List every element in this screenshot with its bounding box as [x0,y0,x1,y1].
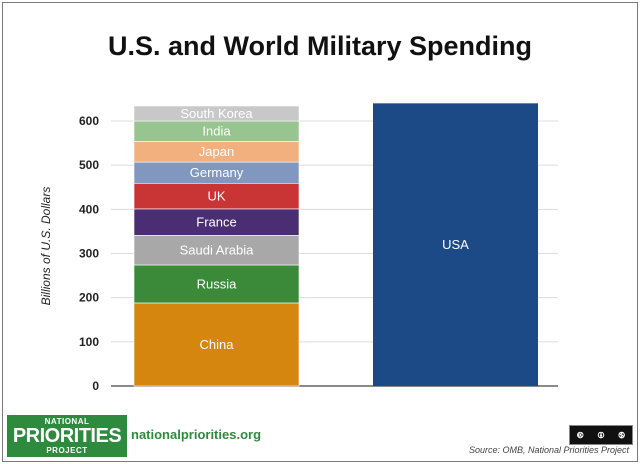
stack-segment [133,182,300,210]
by-icon: 🅯 [598,430,604,441]
y-axis-label: Billions of U.S. Dollars [39,187,53,306]
segment-label: South Korea [180,106,253,121]
segment-label: UK [207,189,225,204]
y-tick-label: 400 [79,202,99,216]
logo-line-priorities: PRIORITIES [12,425,122,447]
chart-title: U.S. and World Military Spending [107,31,533,61]
y-tick-label: 0 [92,379,99,393]
y-tick-label: 500 [79,158,99,172]
stack-segment [133,264,300,304]
stack-segment [133,105,300,122]
y-tick-label: 100 [79,335,99,349]
segment-label: Germany [190,165,244,180]
national-priorities-logo[interactable]: NATIONAL PRIORITIES PROJECT [7,415,127,457]
y-tick-label: 200 [79,291,99,305]
cc-icon: 🅭 [577,430,584,441]
usa-bar [373,103,538,386]
y-tick-label: 300 [79,247,99,261]
site-link[interactable]: nationalpriorities.org [131,427,262,442]
segment-label: France [196,215,236,230]
segment-label: India [202,124,231,139]
stack-segment [133,208,300,236]
stack-segment [133,235,300,266]
nc-icon: 🄏 [618,430,625,441]
segment-label: Japan [199,144,234,159]
y-tick-label: 600 [79,114,99,128]
usa-bar-label: USA [442,237,469,252]
chart-plot: 0 100 200 300 400 500 600 Billions of U.S. Doll… [39,103,558,393]
segment-label: Russia [197,276,238,291]
segment-label: Saudi Arabia [180,243,254,258]
logo-line-project: PROJECT [46,446,88,455]
logo-line-national: NATIONAL [44,417,90,426]
segment-label: China [200,337,235,352]
creative-commons-license-icon[interactable]: 🅭 🅯 🄏 [569,425,633,445]
source-note: Source: OMB, National Priorities Project [468,445,629,455]
